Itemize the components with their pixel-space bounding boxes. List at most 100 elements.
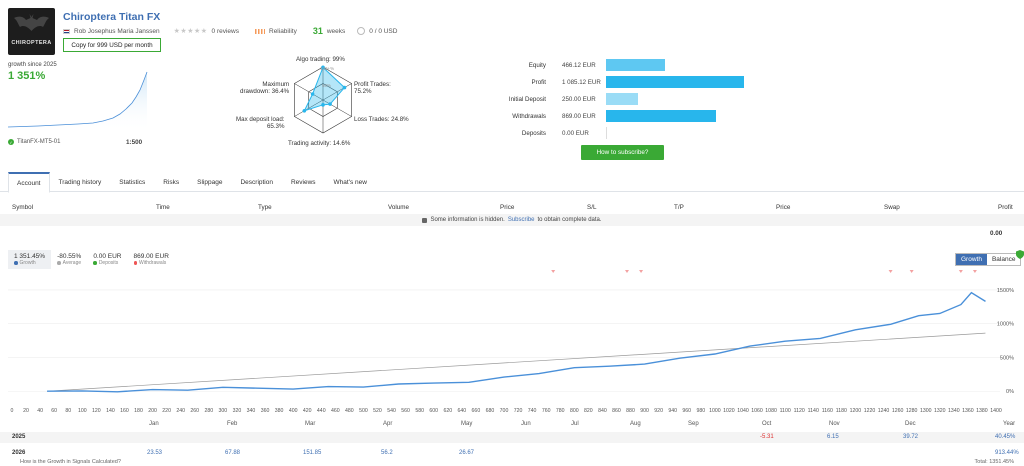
equity-bar (606, 110, 717, 122)
x-tick-label: 20 (23, 408, 29, 414)
equity-row-value: 250.00 EUR (562, 95, 596, 103)
x-tick-label: 360 (261, 408, 270, 414)
signal-meta: Rob Josephus Maria Janssen ★★★★★ 0 revie… (63, 26, 397, 36)
x-tick-label: 0 (11, 408, 14, 414)
reliability-icon (255, 28, 265, 34)
withdrawal-marker[interactable] (639, 270, 644, 273)
month-growth-cell: 151.85 (303, 450, 322, 456)
equity-row: Deposits 0.00 EUR (490, 127, 607, 139)
legend-dot-icon (93, 261, 97, 265)
x-tick-label: 1000 (709, 408, 721, 414)
month-label: Aug (630, 421, 641, 427)
tab-trading-history[interactable]: Trading history (58, 178, 102, 186)
growth-chart[interactable]: 1500% 1000% 500% 0% 0 20 40 60 80 100 120 140 160 180… (0, 265, 1024, 420)
reviews-count[interactable]: 0 reviews (211, 27, 239, 35)
month-label: Sep (688, 421, 699, 427)
tab-bar: Account Trading history Statistics Risks Sli… (0, 172, 1024, 193)
tab-account[interactable]: Account (8, 172, 50, 193)
year-total: 40.45% (995, 434, 1016, 440)
account-info: ✓ TitanFX-MT5-01 (8, 139, 60, 145)
month-label: Jan (149, 421, 159, 427)
tab-what-s-new[interactable]: What's new (333, 178, 367, 186)
stat-value: 0.00 EUR (93, 253, 122, 260)
y-tick-label: 1500% (997, 288, 1014, 294)
growth-calc-link[interactable]: How is the Growth in Signals Calculated? (20, 459, 121, 465)
subscribe-link[interactable]: Subscribe (507, 217, 535, 223)
chart-stats: 1 351.45% Growth -80.55% Average 0.00 EUR Dep… (8, 250, 175, 269)
profit-trades-label: Profit Trades: (354, 81, 391, 88)
tab-reviews[interactable]: Reviews (290, 178, 316, 186)
x-tick-label: 800 (570, 408, 579, 414)
x-tick-label: 1380 (976, 408, 988, 414)
column-header[interactable]: T/P (674, 204, 684, 211)
radar-label-profit: Profit Trades: 75.2% (354, 81, 391, 96)
equity-row-value: 0.00 EUR (562, 129, 589, 137)
x-tick-label: 580 (415, 408, 424, 414)
column-header[interactable]: Type (258, 204, 272, 211)
equity-row-label: Equity (528, 61, 546, 69)
withdrawal-marker[interactable] (972, 270, 977, 273)
growth-line[interactable] (47, 291, 986, 393)
year-row: 2026 23.53 67.88 151.85 56.2 26.67 913.44% (0, 448, 1024, 459)
x-tick-label: 200 (148, 408, 157, 414)
x-tick-label: 220 (162, 408, 171, 414)
withdrawal-marker[interactable] (551, 270, 556, 273)
withdrawal-marker[interactable] (888, 270, 893, 273)
y-tick-label: 500% (1000, 355, 1014, 361)
equity-row-value: 1 085.12 EUR (562, 78, 601, 86)
signal-title[interactable]: Chiroptera Titan FX (63, 11, 161, 23)
radar-chart: Algo trading: 99% Profit Trades: 75.2% Lo… (232, 54, 417, 150)
radar-point (310, 92, 315, 96)
tab-risks[interactable]: Risks (163, 178, 180, 186)
column-header[interactable]: Volume (388, 204, 410, 211)
stat-withdrawals[interactable]: 869.00 EUR Withdrawals (128, 250, 175, 269)
stat-key: Withdrawals (133, 260, 169, 266)
withdrawal-marker[interactable] (958, 270, 963, 273)
growth-sparkline (8, 71, 148, 132)
stat-deposits[interactable]: 0.00 EUR Deposits (87, 250, 127, 269)
legend-dot-icon (57, 261, 61, 265)
column-header[interactable]: Symbol (12, 204, 33, 211)
growth-toggle-button[interactable]: Growth (956, 254, 987, 265)
signal-logo[interactable]: CHIROPTERA (8, 8, 55, 55)
withdrawal-marker[interactable] (909, 270, 914, 273)
x-tick-label: 880 (626, 408, 635, 414)
logo-text: CHIROPTERA (11, 40, 52, 46)
tab-slippage[interactable]: Slippage (197, 178, 223, 186)
radar-label-activity: Trading activity: 14.6% (288, 140, 351, 147)
x-tick-label: 600 (429, 408, 438, 414)
radar-label-loss: Loss Trades: 24.8% (354, 116, 409, 123)
chart-footer: How is the Growth in Signals Calculated?… (0, 459, 1024, 466)
shield-icon[interactable] (1016, 250, 1024, 259)
radar-label-algo: Algo trading: 99% (296, 56, 345, 63)
trend-line (47, 332, 986, 392)
column-header[interactable]: Price (500, 204, 515, 211)
copy-button[interactable]: Copy for 999 USD per month (63, 38, 161, 52)
tab-statistics[interactable]: Statistics (119, 178, 146, 186)
column-header[interactable]: Profit (998, 204, 1013, 211)
column-header[interactable]: Swap (884, 204, 900, 211)
x-tick-label: 380 (275, 408, 284, 414)
column-header[interactable]: Price (776, 204, 791, 211)
year-header-row: Jan Feb Mar Apr May Jun Jul Aug Sep Oct Nov Dec Year (0, 419, 1024, 430)
x-tick-label: 940 (668, 408, 677, 414)
x-tick-label: 1040 (737, 408, 749, 414)
radar-axis (294, 99, 324, 117)
x-tick-label: 240 (176, 408, 185, 414)
month-label: Jun (521, 421, 531, 427)
radar-axis (322, 83, 352, 101)
equity-row: Profit 1 085.12 EUR (490, 76, 744, 88)
column-header[interactable]: S/L (587, 204, 597, 211)
tab-description[interactable]: Description (240, 178, 273, 186)
column-header[interactable]: Time (156, 204, 170, 211)
stat-label: Deposits (98, 260, 119, 266)
withdrawal-marker[interactable] (625, 270, 629, 273)
profit-trades-value: 75.2% (354, 88, 372, 96)
balance-toggle-button[interactable]: Balance (991, 256, 1016, 263)
author-name[interactable]: Rob Josephus Maria Janssen (74, 27, 160, 35)
stat-growth[interactable]: 1 351.45% Growth (8, 250, 52, 269)
leverage: 1:500 (126, 139, 143, 146)
stat-average[interactable]: -80.55% Average (51, 250, 87, 269)
x-tick-label: 760 (542, 408, 551, 414)
how-to-subscribe-button[interactable]: How to subscribe? (581, 145, 664, 160)
